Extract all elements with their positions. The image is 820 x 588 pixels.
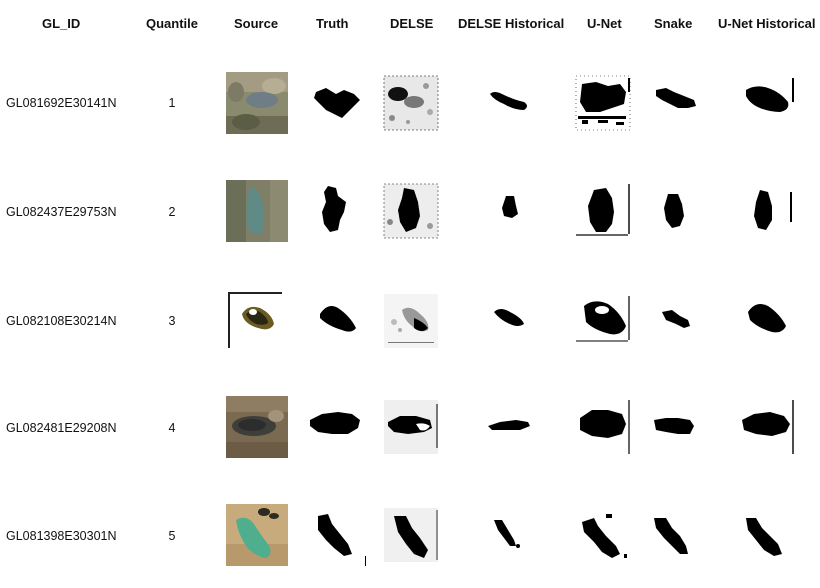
- col-header-gl-id: GL_ID: [42, 16, 81, 31]
- unet-historical-mask: [734, 396, 796, 458]
- truth-mask: [304, 290, 366, 352]
- snake-mask: [644, 504, 706, 566]
- delse-mask: [380, 72, 442, 134]
- unet-mask: [572, 396, 634, 458]
- delse-historical-mask: [480, 396, 542, 458]
- quantile-cell: 3: [168, 314, 176, 328]
- source-image: [226, 290, 288, 352]
- unet-historical-mask: [734, 72, 796, 134]
- col-header-delse-historical: DELSE Historical: [458, 16, 565, 31]
- truth-mask: [304, 504, 366, 566]
- unet-mask: [572, 72, 634, 134]
- delse-mask: [380, 504, 442, 566]
- quantile-cell: 1: [168, 96, 176, 110]
- delse-historical-mask: [480, 290, 542, 352]
- unet-historical-mask: [734, 504, 796, 566]
- unet-mask: [572, 290, 634, 352]
- col-header-delse: DELSE: [390, 16, 434, 31]
- col-header-snake: Snake: [654, 16, 693, 31]
- source-image: [226, 72, 288, 134]
- delse-historical-mask: [480, 72, 542, 134]
- unet-historical-mask: [734, 290, 796, 352]
- quantile-cell: 4: [168, 421, 176, 435]
- source-image: [226, 504, 288, 566]
- gl-id-cell: GL081692E30141N: [6, 96, 117, 110]
- unet-mask: [572, 180, 634, 242]
- source-image: [226, 180, 288, 242]
- truth-mask: [304, 72, 366, 134]
- col-header-quantile: Quantile: [146, 16, 199, 31]
- snake-mask: [644, 72, 706, 134]
- quantile-cell: 2: [168, 205, 176, 219]
- col-header-truth: Truth: [316, 16, 349, 31]
- truth-mask: [304, 180, 366, 242]
- delse-historical-mask: [480, 180, 542, 242]
- delse-mask: [380, 396, 442, 458]
- col-header-unet: U-Net: [587, 16, 622, 31]
- snake-mask: [644, 180, 706, 242]
- delse-mask: [380, 290, 442, 352]
- col-header-unet-historical: U-Net Historical: [718, 16, 816, 31]
- truth-mask: [304, 396, 366, 458]
- col-header-source: Source: [234, 16, 279, 31]
- unet-historical-mask: [734, 180, 796, 242]
- delse-historical-mask: [480, 504, 542, 566]
- source-image: [226, 396, 288, 458]
- gl-id-cell: GL082108E30214N: [6, 314, 117, 328]
- snake-mask: [644, 396, 706, 458]
- unet-mask: [572, 504, 634, 566]
- stray-mark: [365, 556, 366, 566]
- quantile-cell: 5: [168, 529, 176, 543]
- snake-mask: [644, 290, 706, 352]
- gl-id-cell: GL082437E29753N: [6, 205, 117, 219]
- delse-mask: [380, 180, 442, 242]
- gl-id-cell: GL081398E30301N: [6, 529, 117, 543]
- gl-id-cell: GL082481E29208N: [6, 421, 117, 435]
